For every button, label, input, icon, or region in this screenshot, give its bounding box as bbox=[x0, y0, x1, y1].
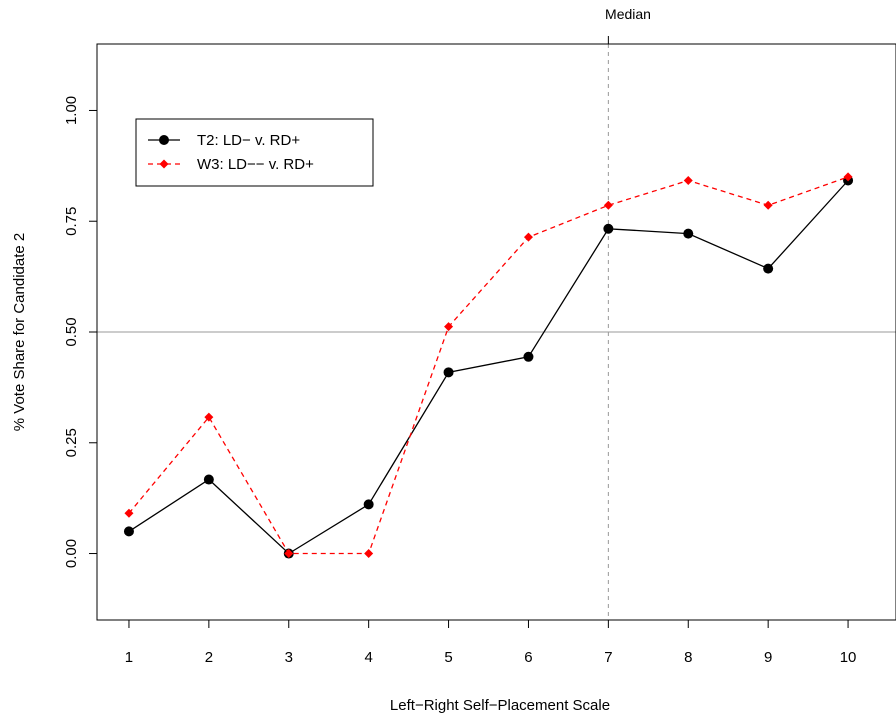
y-tick-label: 0.50 bbox=[63, 317, 80, 346]
legend-box bbox=[135, 118, 374, 187]
data-point bbox=[443, 367, 454, 378]
data-point bbox=[444, 322, 454, 332]
legend-label-w3: W3: LD−− v. RD+ bbox=[197, 156, 314, 173]
median-label: Median bbox=[605, 6, 651, 22]
x-tick-label: 4 bbox=[364, 649, 372, 666]
x-tick-label: 1 bbox=[125, 649, 133, 666]
data-point bbox=[204, 412, 214, 422]
x-tick-label: 8 bbox=[684, 649, 692, 666]
x-tick-label: 9 bbox=[764, 649, 772, 666]
legend-label-t2: T2: LD− v. RD+ bbox=[197, 132, 300, 149]
x-tick-label: 6 bbox=[524, 649, 532, 666]
y-tick-label: 0.25 bbox=[63, 428, 80, 457]
x-tick-label: 10 bbox=[840, 649, 857, 666]
y-tick-label: 1.00 bbox=[63, 96, 80, 125]
data-point bbox=[763, 263, 774, 274]
data-point bbox=[123, 526, 134, 537]
data-point bbox=[683, 228, 694, 239]
data-point bbox=[603, 223, 614, 234]
legend: T2: LD− v. RD+ W3: LD−− v. RD+ bbox=[135, 118, 374, 187]
data-point bbox=[284, 549, 294, 559]
data-point bbox=[124, 508, 134, 518]
legend-marker-t2 bbox=[159, 135, 169, 145]
data-point bbox=[603, 200, 613, 210]
data-point bbox=[364, 549, 374, 559]
series-line-1 bbox=[128, 180, 849, 555]
data-point bbox=[843, 172, 853, 182]
x-tick-label: 7 bbox=[604, 649, 612, 666]
data-point bbox=[363, 499, 374, 510]
x-axis-title: Left−Right Self−Placement Scale bbox=[390, 697, 610, 714]
data-point bbox=[683, 175, 693, 185]
y-tick-label: 0.00 bbox=[63, 539, 80, 568]
series-1 bbox=[123, 175, 854, 559]
y-axis-title: % Vote Share for Candidate 2 bbox=[11, 233, 28, 431]
data-point bbox=[763, 200, 773, 210]
x-tick-label: 3 bbox=[285, 649, 293, 666]
series-2 bbox=[124, 172, 853, 559]
x-tick-label: 5 bbox=[444, 649, 452, 666]
data-point bbox=[523, 351, 534, 362]
data-point bbox=[523, 232, 533, 242]
data-point bbox=[203, 474, 214, 485]
y-tick-label: 0.75 bbox=[63, 207, 80, 236]
legend-marker-w3 bbox=[159, 159, 169, 169]
x-tick-label: 2 bbox=[205, 649, 213, 666]
